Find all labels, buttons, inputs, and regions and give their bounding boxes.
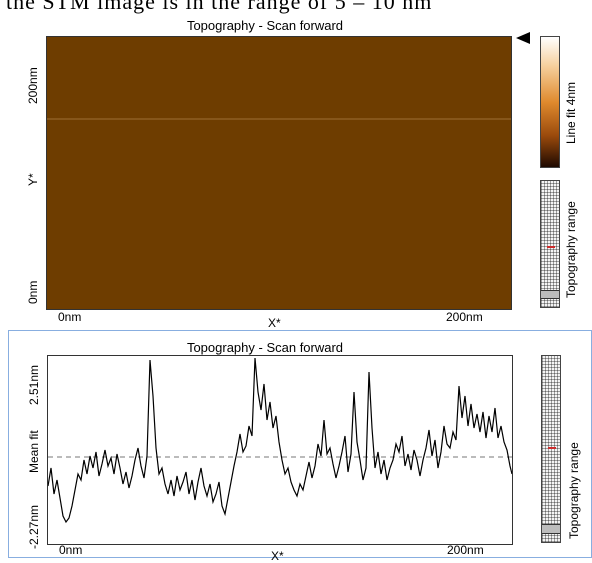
map-x-tick-right: 200nm: [446, 310, 483, 324]
line-profile-plot[interactable]: [47, 355, 513, 545]
topography-map-panel: Topography - Scan forward 200nm Y* 0nm: [10, 18, 590, 330]
map-y-axis-label: Y*: [26, 173, 40, 186]
map-title: Topography - Scan forward: [186, 18, 344, 33]
profile-title: Topography - Scan forward: [186, 340, 344, 355]
map-y-tick-bottom: 0nm: [26, 280, 40, 304]
profile-y-axis-label: Mean fit: [27, 430, 41, 473]
profile-range-marker: [548, 447, 556, 449]
topography-range-bar[interactable]: [540, 180, 560, 308]
profile-x-tick-right: 200nm: [447, 543, 484, 557]
profile-x-tick-left: 0nm: [59, 543, 83, 557]
profile-range-selection-handle[interactable]: [542, 524, 560, 534]
scan-direction-arrow-icon: [516, 32, 530, 44]
map-x-axis-label: X*: [268, 316, 281, 330]
map-x-tick-left: 0nm: [58, 310, 82, 324]
topography-texture: [47, 37, 511, 309]
map-y-tick-top: 200nm: [26, 67, 40, 104]
line-profile-panel: Topography - Scan forward 2.51nm Mean fi…: [8, 330, 592, 563]
profile-range-bar-label: Topography range: [567, 442, 581, 539]
page-header-text: the STM image is in the range of 5 – 10 …: [6, 0, 433, 14]
topography-image[interactable]: [46, 36, 512, 310]
profile-y-tick-top: 2.51nm: [27, 364, 41, 405]
range-selection-handle[interactable]: [541, 290, 559, 299]
profile-y-tick-bottom: -2.27nm: [27, 504, 41, 549]
profile-x-axis-label: X*: [271, 549, 284, 563]
range-bar-label: Topography range: [564, 201, 578, 298]
color-scale-bar: [540, 36, 560, 168]
profile-range-bar[interactable]: [541, 355, 561, 543]
profile-curve: [48, 357, 512, 524]
color-scale-label: Line fit 4nm: [564, 81, 578, 144]
profile-graph: [48, 357, 512, 524]
range-marker: [547, 246, 555, 248]
